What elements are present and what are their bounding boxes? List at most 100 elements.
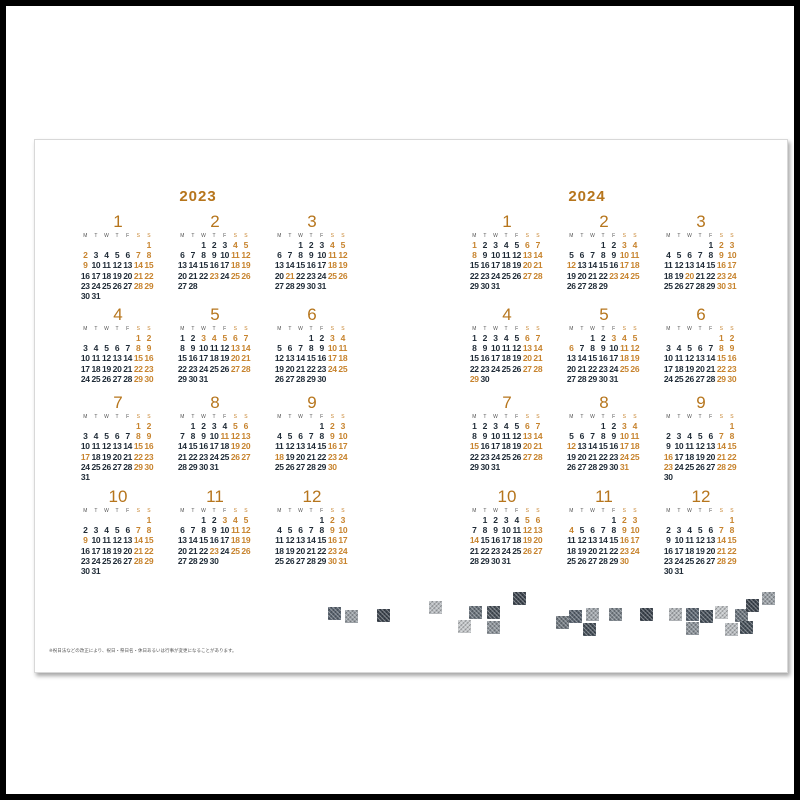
day-cell: 22	[469, 270, 479, 281]
weekday-label: S	[719, 233, 723, 239]
day-cell: 25	[685, 461, 694, 472]
day-cell: 11	[664, 260, 673, 271]
weekday-label: S	[525, 508, 529, 514]
day-cell: 15	[133, 441, 143, 452]
day-cell: 4	[277, 525, 282, 536]
mosaic-square	[583, 623, 596, 636]
day-cell: 31	[501, 555, 511, 566]
day-cell: 6	[590, 525, 595, 536]
day-cell: 5	[287, 431, 293, 442]
day-cell: 15	[598, 441, 608, 452]
day-cell: 2	[719, 240, 724, 250]
day-blank	[133, 240, 144, 250]
page-frame: ※祝日法などの改正により、祝日・祭日名・休日あるいは行事が変更になることがありま…	[6, 6, 794, 794]
day-cell: 3	[222, 240, 227, 250]
day-cell: 10	[80, 441, 90, 452]
day-cell: 3	[503, 515, 509, 525]
day-cell: 6	[125, 250, 130, 261]
weekday-label: T	[698, 508, 702, 514]
day-cell: 21	[577, 363, 587, 374]
day-cell: 8	[146, 525, 152, 536]
day-blank	[577, 240, 588, 250]
day-cell: 6	[535, 515, 541, 525]
weekday-label: S	[147, 414, 151, 420]
day-cell: 26	[695, 461, 705, 472]
mosaic-square	[762, 592, 775, 605]
weekday-label: T	[94, 233, 98, 239]
day-cell: 25	[274, 461, 284, 472]
month-number: 3	[307, 212, 317, 231]
day-grid: 1 2 3 4 5 6 7 8 9 10 11 12 13 14 15 16 17 18 19 20 21 22 23 24 2…	[177, 240, 253, 291]
day-cell: 17	[327, 353, 337, 364]
day-cell: 17	[619, 441, 629, 452]
weekday-label: T	[309, 508, 313, 514]
day-cell: 9	[600, 343, 606, 354]
day-grid: 1 2 3 4 5 6 7 8 9 10 11 12 13 14 15 16 17 18 19 20 21 22 23 24 2…	[663, 515, 739, 576]
day-cell: 7	[125, 431, 130, 442]
day-cell: 11	[630, 431, 640, 442]
day-cell: 26	[285, 461, 295, 472]
day-cell: 10	[674, 441, 684, 452]
day-cell: 1	[729, 515, 735, 525]
day-cell: 17	[609, 353, 619, 364]
day-blank	[285, 421, 296, 431]
weekday-label: S	[622, 326, 626, 332]
day-blank	[684, 240, 695, 250]
day-cell: 17	[727, 260, 737, 271]
day-cell: 19	[338, 260, 348, 271]
day-cell: 3	[493, 333, 498, 343]
day-cell: 29	[480, 555, 490, 566]
day-blank	[306, 515, 317, 525]
day-blank	[716, 421, 727, 431]
weekday-label: M	[569, 326, 574, 332]
day-cell: 26	[577, 555, 587, 566]
day-cell: 17	[209, 441, 219, 452]
day-cell: 26	[112, 280, 122, 291]
day-cell: 4	[503, 240, 509, 250]
day-cell: 17	[338, 535, 348, 546]
day-cell: 8	[180, 343, 185, 354]
day-cell: 10	[491, 250, 500, 261]
day-cell: 21	[588, 270, 597, 281]
day-blank	[695, 421, 706, 431]
day-blank	[663, 421, 674, 431]
day-cell: 4	[632, 421, 638, 431]
day-cell: 13	[566, 353, 576, 364]
day-cell: 2	[190, 333, 196, 343]
weekday-label: T	[115, 508, 119, 514]
day-cell: 6	[277, 250, 282, 261]
month-number: 4	[502, 305, 512, 324]
day-cell: 24	[674, 461, 684, 472]
weekday-label: T	[601, 233, 605, 239]
day-blank	[695, 240, 706, 250]
day-cell: 21	[469, 545, 479, 556]
day-grid: 1 2 3 4 5 6 7 8 9 10 11 12 13 14 15 16 17 18 19 20 21 22 23 24 2…	[663, 421, 739, 482]
day-cell: 18	[274, 451, 284, 462]
day-cell: 9	[211, 250, 217, 261]
day-cell: 5	[632, 333, 638, 343]
day-cell: 27	[296, 555, 305, 566]
weekday-label: M	[180, 326, 185, 332]
day-cell: 17	[491, 260, 500, 271]
day-cell: 9	[482, 343, 488, 354]
day-cell: 10	[674, 535, 684, 546]
month-number: 7	[502, 393, 512, 412]
day-cell: 2	[729, 333, 735, 343]
day-cell: 27	[706, 555, 716, 566]
day-cell: 21	[533, 260, 543, 271]
day-cell: 26	[241, 270, 251, 281]
day-cell: 8	[729, 431, 735, 442]
day-cell: 27	[296, 461, 305, 472]
day-cell: 11	[685, 441, 694, 452]
day-cell: 4	[666, 250, 671, 261]
day-cell: 2	[146, 333, 152, 343]
day-cell: 20	[695, 363, 705, 374]
day-cell: 8	[201, 250, 206, 261]
month-2024-6: 6 M T W T F S S 1 2 3 4 5 6 7 8 9 10 11 12 13 14 15 16 17 18 19 20 2…	[663, 305, 739, 384]
day-cell: 21	[177, 451, 187, 462]
day-cell: 24	[80, 373, 90, 384]
day-cell: 3	[93, 525, 99, 536]
weekday-label: F	[612, 414, 616, 420]
weekday-label: F	[320, 508, 324, 514]
day-grid: 1 2 3 4 5 6 7 8 9 10 11 12 13 14 15 16 17 18 19 20 21 22 23 24 2…	[663, 240, 739, 291]
